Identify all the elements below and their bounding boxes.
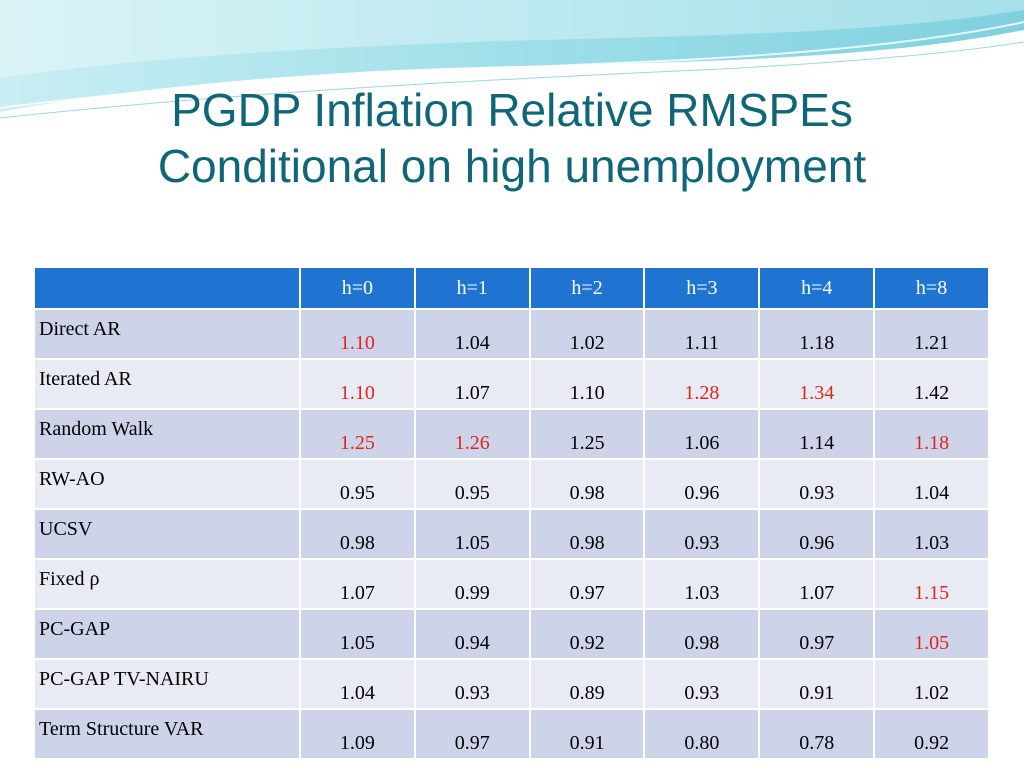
value-cell: 1.07 xyxy=(413,358,531,410)
value-cell: 1.03 xyxy=(643,558,761,610)
title-line-1: PGDP Inflation Relative RMSPEs xyxy=(171,84,853,136)
row-label: RW-AO xyxy=(33,458,301,510)
value-cell: 0.95 xyxy=(413,458,531,510)
header-cell: h=1 xyxy=(413,266,531,310)
value-cell: 1.10 xyxy=(299,358,416,410)
value-cell: 1.10 xyxy=(299,308,416,360)
value-cell: 1.14 xyxy=(758,408,876,460)
value-cell: 0.93 xyxy=(643,508,761,560)
value-cell: 1.09 xyxy=(299,708,416,760)
value-cell: 0.89 xyxy=(528,658,646,710)
value-cell: 1.10 xyxy=(528,358,646,410)
table-row: Iterated AR 1.10 1.07 1.10 1.28 1.34 1.42 xyxy=(33,358,990,410)
value-cell: 1.11 xyxy=(643,308,761,360)
row-label: Direct AR xyxy=(33,308,301,360)
row-label: Iterated AR xyxy=(33,358,301,410)
value-cell: 1.05 xyxy=(413,508,531,560)
value-cell: 0.97 xyxy=(758,608,876,660)
value-cell: 1.04 xyxy=(873,458,990,510)
value-cell: 0.78 xyxy=(758,708,876,760)
value-cell: 0.92 xyxy=(528,608,646,660)
value-cell: 1.28 xyxy=(643,358,761,410)
title-line-2: Conditional on high unemployment xyxy=(157,140,867,192)
value-cell: 0.95 xyxy=(299,458,416,510)
value-cell: 1.25 xyxy=(299,408,416,460)
value-cell: 0.93 xyxy=(413,658,531,710)
table-row: PC-GAP TV-NAIRU 1.04 0.93 0.89 0.93 0.91 1.02 xyxy=(33,658,990,710)
value-cell: 1.15 xyxy=(873,558,990,610)
row-label: UCSV xyxy=(33,508,301,560)
table-row: Term Structure VAR 1.09 0.97 0.91 0.80 0.78 0.… xyxy=(33,708,990,760)
value-cell: 0.91 xyxy=(758,658,876,710)
value-cell: 0.91 xyxy=(528,708,646,760)
value-cell: 0.94 xyxy=(413,608,531,660)
value-cell: 1.05 xyxy=(873,608,990,660)
value-cell: 1.06 xyxy=(643,408,761,460)
value-cell: 1.18 xyxy=(873,408,990,460)
slide-title: PGDP Inflation Relative RMSPEs Condition… xyxy=(0,82,1024,194)
value-cell: 1.34 xyxy=(758,358,876,410)
value-cell: 0.98 xyxy=(299,508,416,560)
row-label: Random Walk xyxy=(33,408,301,460)
header-cell: h=0 xyxy=(299,266,416,310)
row-label: PC-GAP TV-NAIRU xyxy=(33,658,301,710)
table-row: PC-GAP 1.05 0.94 0.92 0.98 0.97 1.05 xyxy=(33,608,990,660)
row-label: Fixed ρ xyxy=(33,558,301,610)
rmspe-table: h=0 h=1 h=2 h=3 h=4 h=8 Direct AR 1.10 1.0… xyxy=(33,266,990,760)
value-cell: 0.98 xyxy=(643,608,761,660)
value-cell: 1.21 xyxy=(873,308,990,360)
value-cell: 0.98 xyxy=(528,508,646,560)
row-label: PC-GAP xyxy=(33,608,301,660)
value-cell: 0.96 xyxy=(643,458,761,510)
value-cell: 1.04 xyxy=(299,658,416,710)
value-cell: 0.93 xyxy=(758,458,876,510)
value-cell: 0.97 xyxy=(528,558,646,610)
value-cell: 0.97 xyxy=(413,708,531,760)
table-row: UCSV 0.98 1.05 0.98 0.93 0.96 1.03 xyxy=(33,508,990,560)
header-cell: h=3 xyxy=(643,266,761,310)
value-cell: 1.18 xyxy=(758,308,876,360)
value-cell: 1.25 xyxy=(528,408,646,460)
value-cell: 1.02 xyxy=(873,658,990,710)
header-cell: h=4 xyxy=(758,266,876,310)
value-cell: 1.42 xyxy=(873,358,990,410)
value-cell: 1.05 xyxy=(299,608,416,660)
header-corner xyxy=(33,266,301,310)
table-row: Direct AR 1.10 1.04 1.02 1.11 1.18 1.21 xyxy=(33,308,990,360)
value-cell: 0.98 xyxy=(528,458,646,510)
value-cell: 0.92 xyxy=(873,708,990,760)
value-cell: 1.04 xyxy=(413,308,531,360)
value-cell: 1.07 xyxy=(299,558,416,610)
table-row: RW-AO 0.95 0.95 0.98 0.96 0.93 1.04 xyxy=(33,458,990,510)
table-body: Direct AR 1.10 1.04 1.02 1.11 1.18 1.21 Iterate… xyxy=(33,308,990,760)
row-label: Term Structure VAR xyxy=(33,708,301,760)
table-row: Fixed ρ 1.07 0.99 0.97 1.03 1.07 1.15 xyxy=(33,558,990,610)
value-cell: 1.07 xyxy=(758,558,876,610)
value-cell: 0.96 xyxy=(758,508,876,560)
value-cell: 1.03 xyxy=(873,508,990,560)
value-cell: 0.93 xyxy=(643,658,761,710)
table-header-row: h=0 h=1 h=2 h=3 h=4 h=8 xyxy=(33,266,990,310)
value-cell: 0.99 xyxy=(413,558,531,610)
value-cell: 1.26 xyxy=(413,408,531,460)
header-cell: h=8 xyxy=(873,266,990,310)
value-cell: 1.02 xyxy=(528,308,646,360)
table-row: Random Walk 1.25 1.26 1.25 1.06 1.14 1.18 xyxy=(33,408,990,460)
value-cell: 0.80 xyxy=(643,708,761,760)
header-cell: h=2 xyxy=(528,266,646,310)
header-wave-decoration xyxy=(0,0,1024,119)
